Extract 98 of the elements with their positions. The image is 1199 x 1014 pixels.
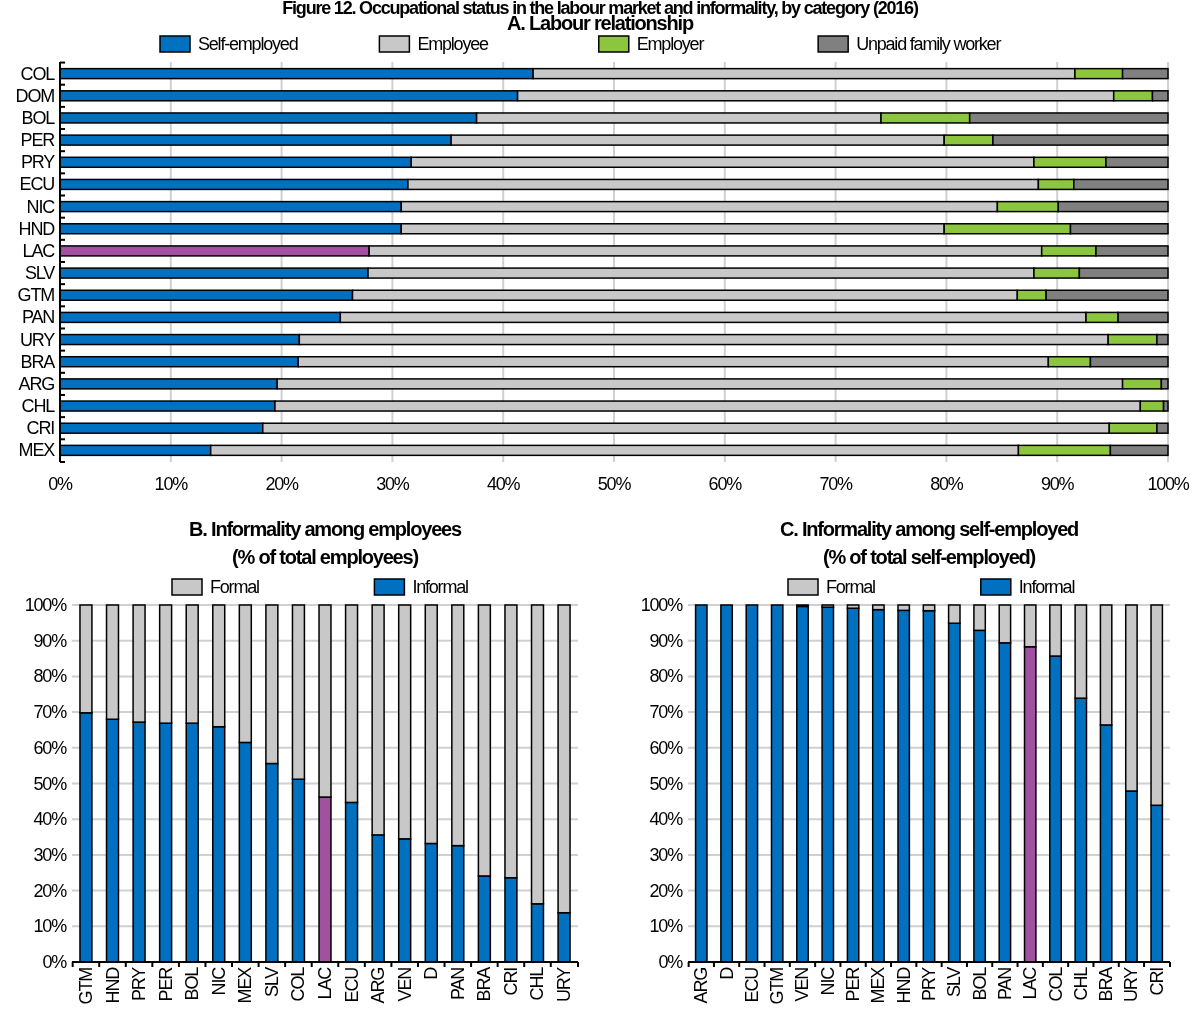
x-tick-label: PER: [155, 966, 176, 1002]
x-tick-label: HND: [102, 966, 123, 1004]
legend-label: Self-employed: [198, 34, 298, 54]
x-tick-label: 100%: [1147, 474, 1190, 494]
y-tick-label: 100%: [24, 595, 68, 615]
x-tick-label: HND: [893, 966, 914, 1004]
chart-title: C. Informality among self-employed: [779, 518, 1079, 540]
x-tick-label: NIC: [208, 966, 229, 996]
x-tick-label: 50%: [597, 474, 632, 494]
x-tick-label: D: [716, 966, 737, 980]
x-tick-label: SLV: [261, 966, 282, 998]
y-tick-label: 40%: [649, 809, 684, 830]
x-tick-label: BOL: [182, 966, 203, 1001]
x-tick-label: 60%: [708, 474, 743, 494]
y-tick-label: MEX: [18, 440, 56, 461]
y-tick-label: 60%: [649, 737, 684, 758]
x-tick-label: PRY: [129, 966, 150, 1002]
y-tick-label: 40%: [33, 809, 68, 830]
y-tick-label: 70%: [649, 702, 684, 723]
legend-label: Formal: [210, 577, 259, 597]
x-tick-label: COL: [288, 966, 309, 1002]
x-tick-label: CHL: [1070, 966, 1091, 1001]
y-tick-label: COL: [20, 63, 56, 84]
y-tick-label: 20%: [33, 880, 68, 901]
x-tick-label: MEX: [868, 966, 889, 1004]
x-tick-label: D: [421, 966, 442, 980]
y-tick-label: BRA: [20, 351, 56, 372]
x-tick-label: LAC: [315, 966, 335, 1000]
x-tick-label: ARG: [691, 967, 712, 1004]
x-tick-label: PAN: [447, 967, 468, 1001]
x-tick-label: PAN: [994, 967, 1015, 1001]
y-tick-label: BOL: [21, 107, 56, 128]
x-tick-label: 70%: [819, 474, 853, 494]
x-tick-label: CHL: [527, 966, 548, 1001]
y-tick-label: PAN: [21, 307, 55, 328]
y-tick-label: ECU: [19, 174, 55, 195]
x-tick-label: BRA: [1096, 966, 1117, 1002]
x-tick-label: 20%: [265, 474, 299, 494]
x-tick-label: CRI: [500, 967, 521, 996]
y-tick-label: 50%: [649, 773, 684, 794]
x-tick-label: 90%: [1040, 474, 1075, 494]
y-tick-label: NIC: [26, 196, 56, 217]
y-tick-label: 80%: [649, 666, 684, 687]
y-tick-label: HND: [18, 218, 56, 239]
x-tick-label: COL: [1045, 966, 1066, 1002]
y-tick-label: 70%: [33, 702, 68, 723]
y-tick-label: 60%: [33, 737, 68, 758]
y-tick-label: URY: [19, 329, 56, 350]
y-tick-label: 90%: [649, 630, 684, 651]
legend-label: Informal: [1018, 577, 1075, 597]
x-tick-label: PER: [843, 966, 864, 1002]
y-tick-label: 30%: [649, 844, 684, 865]
y-tick-label: PRY: [20, 152, 56, 173]
x-tick-label: 80%: [930, 474, 964, 494]
x-tick-label: MEX: [235, 966, 256, 1004]
x-tick-label: NIC: [817, 966, 838, 996]
legend-label: Employee: [417, 34, 490, 54]
y-tick-label: 10%: [649, 916, 684, 937]
x-tick-label: 30%: [376, 474, 410, 494]
x-tick-label: ECU: [341, 967, 362, 1003]
legend-label: Employer: [636, 34, 705, 54]
legend-label: Informal: [412, 577, 469, 597]
y-tick-label: CRI: [26, 418, 55, 439]
y-tick-label: 100%: [640, 595, 684, 615]
y-tick-label: SLV: [24, 263, 56, 284]
x-tick-label: GTM: [767, 967, 788, 1005]
chart-subtitle: (% of total self-employed): [822, 546, 1036, 569]
y-tick-label: GTM: [17, 285, 55, 306]
y-tick-label: 20%: [649, 880, 684, 901]
legend-label: Unpaid family worker: [856, 34, 1002, 54]
x-tick-label: CRI: [1146, 967, 1167, 996]
x-tick-label: BRA: [474, 966, 495, 1002]
y-tick-label: DOM: [15, 85, 55, 106]
x-tick-label: VEN: [792, 967, 813, 1002]
x-tick-label: VEN: [394, 967, 415, 1002]
x-tick-label: ECU: [741, 967, 762, 1003]
y-tick-label: CHL: [21, 396, 56, 417]
y-tick-label: 10%: [33, 916, 68, 937]
x-tick-label: PRY: [919, 966, 939, 1002]
x-tick-label: LAC: [1020, 966, 1041, 1000]
y-tick-label: 50%: [33, 773, 68, 794]
x-tick-label: ARG: [368, 967, 389, 1004]
y-tick-label: ARG: [18, 373, 55, 394]
chart-title: B. Informality among employees: [189, 518, 462, 540]
x-tick-label: GTM: [75, 967, 96, 1005]
y-tick-label: PER: [20, 130, 56, 151]
y-tick-label: LAC: [22, 240, 56, 261]
x-tick-label: 10%: [154, 474, 189, 494]
legend-label: Formal: [826, 577, 875, 597]
y-tick-label: 90%: [33, 630, 68, 651]
chart-subtitle: (% of total employees): [232, 546, 419, 569]
y-tick-label: 80%: [33, 666, 68, 687]
x-tick-label: URY: [554, 966, 575, 1003]
x-tick-label: BOL: [969, 966, 990, 1001]
x-tick-label: URY: [1121, 966, 1142, 1003]
x-tick-label: SLV: [944, 966, 965, 998]
x-tick-label: 40%: [486, 474, 521, 494]
y-tick-label: 30%: [33, 844, 68, 865]
